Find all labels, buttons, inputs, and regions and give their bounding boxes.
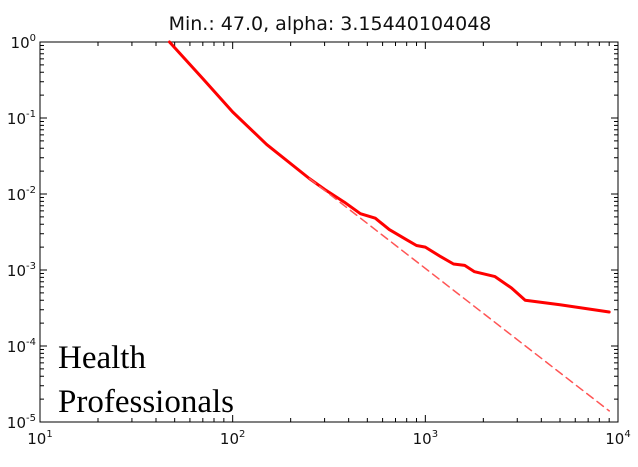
annotation-line-1: Health xyxy=(58,340,146,376)
y-tick-label: 10-1 xyxy=(7,109,36,128)
y-tick-label: 10-3 xyxy=(7,261,36,280)
plot-frame xyxy=(39,41,619,423)
y-tick-label: 10-2 xyxy=(7,185,36,204)
chart-title: Min.: 47.0, alpha: 3.15440104048 xyxy=(169,13,492,35)
x-tick-label: 102 xyxy=(220,429,245,448)
ticks-layer: 101 102 103 104 10-5 10-4 10-3 10-2 10-1 100 xyxy=(7,33,631,448)
x-tick-label: 104 xyxy=(605,429,630,448)
x-tick-label: 101 xyxy=(27,429,52,448)
series-layer xyxy=(168,40,611,412)
y-tick-label: 100 xyxy=(11,33,36,52)
empirical-ccdf-line xyxy=(168,40,611,314)
y-tick-label: 10-4 xyxy=(7,337,36,356)
y-tick-label: 10-5 xyxy=(7,413,36,432)
power-law-fit-line xyxy=(308,177,610,412)
annotation-line-2: Professionals xyxy=(58,384,234,420)
x-tick-label: 103 xyxy=(413,429,438,448)
